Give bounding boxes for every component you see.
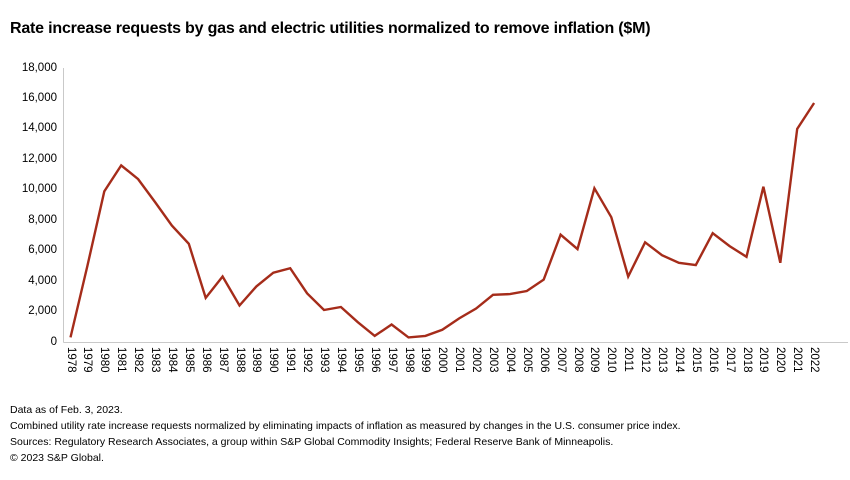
footer-data-as-of: Data as of Feb. 3, 2023. — [10, 404, 123, 416]
x-axis-label: 1986 — [199, 347, 212, 373]
x-axis-label: 1990 — [267, 347, 280, 373]
x-axis-label: 2017 — [723, 347, 736, 373]
x-axis-label: 2007 — [554, 347, 567, 373]
x-axis-label: 1981 — [115, 347, 128, 373]
y-axis-label: 10,000 — [21, 183, 57, 196]
x-axis-label: 1991 — [284, 347, 297, 373]
x-axis-label: 1979 — [81, 347, 94, 373]
x-axis-label: 1995 — [351, 347, 364, 373]
chart-title: Rate increase requests by gas and electr… — [10, 20, 651, 37]
footer-sources: Sources: Regulatory Research Associates,… — [10, 436, 614, 448]
y-axis-label: 8,000 — [28, 213, 57, 226]
footer: Data as of Feb. 3, 2023. Combined utilit… — [10, 402, 840, 466]
x-axis-label: 1988 — [233, 347, 246, 373]
x-axis-label: 1985 — [182, 347, 195, 373]
x-axis-label: 2010 — [605, 347, 618, 373]
x-axis-label: 1989 — [250, 347, 263, 373]
y-axis-label: 0 — [50, 335, 57, 348]
x-axis-label: 2012 — [639, 347, 652, 373]
y-axis-label: 16,000 — [21, 91, 57, 104]
x-axis-label: 2011 — [622, 347, 635, 372]
x-axis-label: 2021 — [791, 347, 804, 373]
x-axis-label: 2006 — [537, 347, 550, 373]
x-axis-label: 2008 — [571, 347, 584, 373]
x-axis-label: 1999 — [419, 347, 432, 373]
x-axis-label: 2014 — [672, 347, 685, 373]
footer-copyright: © 2023 S&P Global. — [10, 452, 104, 464]
x-axis-label: 1998 — [402, 347, 415, 373]
x-axis-label: 2005 — [520, 347, 533, 373]
x-axis-label: 1997 — [385, 347, 398, 373]
x-axis-label: 1987 — [216, 347, 229, 373]
line-series — [69, 102, 816, 339]
x-axis-label: 1978 — [64, 347, 77, 373]
x-axis-label: 2002 — [470, 347, 483, 373]
y-axis-label: 12,000 — [21, 152, 57, 165]
x-axis-label: 1994 — [334, 347, 347, 373]
x-axis-label: 1982 — [132, 347, 145, 373]
x-axis-label: 1984 — [165, 347, 178, 373]
x-axis-label: 1996 — [368, 347, 381, 373]
y-axis-label: 4,000 — [28, 274, 57, 287]
y-axis-label: 18,000 — [21, 61, 57, 74]
x-axis-label: 2020 — [774, 347, 787, 373]
x-axis-label: 2015 — [689, 347, 702, 373]
x-axis-label: 2022 — [808, 347, 821, 373]
x-axis-label: 2019 — [757, 347, 770, 373]
y-axis-label: 2,000 — [28, 305, 57, 318]
x-axis-label: 2001 — [453, 347, 466, 373]
x-axis-label: 1980 — [98, 347, 111, 373]
x-axis-label: 1993 — [318, 347, 330, 373]
x-axis-label: 1992 — [301, 347, 314, 373]
x-axis-label: 2000 — [436, 347, 449, 373]
x-axis-label: 2004 — [503, 347, 516, 373]
x-axis-label: 2009 — [588, 347, 601, 373]
x-axis-label: 2018 — [740, 347, 753, 373]
x-axis-label: 2003 — [487, 347, 499, 373]
x-axis-label: 1983 — [149, 347, 161, 373]
x-axis-label: 2016 — [706, 347, 719, 373]
footer-description: Combined utility rate increase requests … — [10, 420, 681, 432]
y-axis-label: 14,000 — [21, 122, 57, 135]
x-axis-label: 2013 — [656, 347, 668, 373]
y-axis-label: 6,000 — [28, 244, 57, 257]
